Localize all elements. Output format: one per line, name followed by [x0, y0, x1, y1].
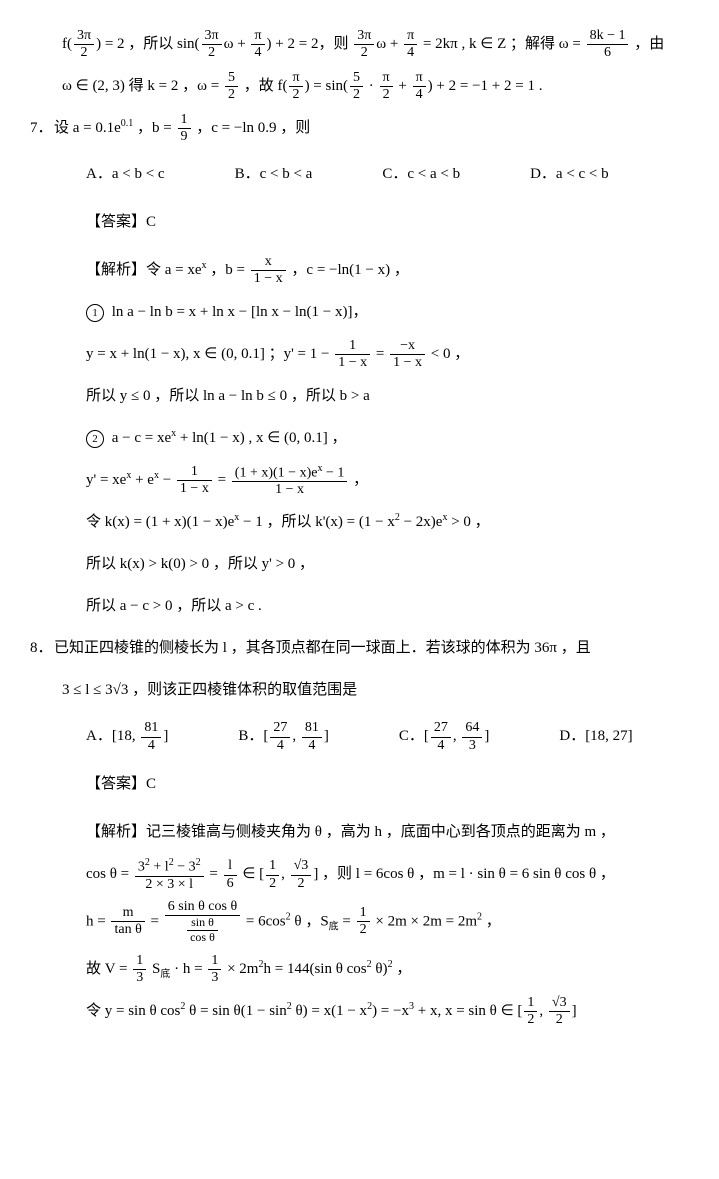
circle-2-icon: 2	[86, 430, 104, 448]
q8-cos-line: cos θ = 32 + l2 − 322 × 3 × l = l6 ∈ [12…	[30, 856, 689, 892]
q8-options: A．[18, 814] B．[274, 814] C．[274, 643] D．…	[30, 718, 689, 754]
q7-options: A．a < b < c B．c < b < a C．c < a < b D．a …	[30, 156, 689, 192]
q8-number: 8．	[30, 630, 54, 666]
q8-option-b: B．[274, 814]	[238, 718, 329, 754]
q7-number: 7．	[30, 110, 54, 146]
q7-stem: 7．设 a = 0.1e0.1 ，b = 19 ，c = −ln 0.9 ，则	[30, 110, 689, 146]
q7-deriv-1: y = x + ln(1 − x), x ∈ (0, 0.1] ；y' = 1 …	[30, 336, 689, 372]
q8-analysis-intro: 【解析】记三棱锥高与侧棱夹角为 θ ，高为 h ，底面中心到各顶点的距离为 m …	[30, 814, 689, 850]
q7-conclusion-2: 所以 k(x) > k(0) > 0 ，所以 y' > 0 ，	[30, 546, 689, 582]
q7-answer: 【答案】C	[30, 204, 689, 240]
q8-v-line: 故 V = 13 S底 · h = 13 × 2m2h = 144(sin θ …	[30, 951, 689, 987]
q7-k-def: 令 k(x) = (1 + x)(1 − x)ex − 1 ，所以 k'(x) …	[30, 504, 689, 540]
q7-analysis-1: 【解析】令 a = xex ，b = x1 − x ，c = −ln(1 − x…	[30, 252, 689, 288]
q7-conclusion-3: 所以 a − c > 0 ，所以 a > c .	[30, 588, 689, 624]
q8-option-d: D．[18, 27]	[559, 718, 632, 754]
q7-option-b: B．c < b < a	[235, 156, 313, 192]
q7-step-1: 1 ln a − ln b = x + ln x − [ln x − ln(1 …	[30, 294, 689, 330]
q6-solution-line1: f(3π2) = 2 ，所以 sin(3π2ω + π4) + 2 = 2，则 …	[30, 26, 689, 62]
q7-conclusion-1: 所以 y ≤ 0 ，所以 ln a − ln b ≤ 0 ，所以 b > a	[30, 378, 689, 414]
q8-stem-1: 8．已知正四棱锥的侧棱长为 l ，其各顶点都在同一球面上．若该球的体积为 36π…	[30, 630, 689, 666]
q7-option-d: D．a < c < b	[530, 156, 609, 192]
q6-solution-line2: ω ∈ (2, 3) 得 k = 2 ，ω = 52 ，故 f(π2) = si…	[30, 68, 689, 104]
q8-y-line: 令 y = sin θ cos2 θ = sin θ(1 − sin2 θ) =…	[30, 993, 689, 1029]
analysis-label: 【解析】	[86, 262, 146, 278]
q7-deriv-2: y' = xex + ex − 11 − x = (1 + x)(1 − x)e…	[30, 462, 689, 498]
q8-answer: 【答案】C	[30, 766, 689, 802]
circle-1-icon: 1	[86, 304, 104, 322]
q7-option-c: C．c < a < b	[382, 156, 460, 192]
q8-option-c: C．[274, 643]	[399, 718, 490, 754]
q7-step-2: 2 a − c = xex + ln(1 − x) , x ∈ (0, 0.1]…	[30, 420, 689, 456]
analysis-label: 【解析】	[86, 824, 146, 840]
q7-option-a: A．a < b < c	[86, 156, 165, 192]
q8-h-line: h = mtan θ = 6 sin θ cos θsin θcos θ = 6…	[30, 899, 689, 945]
q8-option-a: A．[18, 814]	[86, 718, 168, 754]
q8-stem-2: 3 ≤ l ≤ 3√3 ，则该正四棱锥体积的取值范围是	[30, 672, 689, 708]
